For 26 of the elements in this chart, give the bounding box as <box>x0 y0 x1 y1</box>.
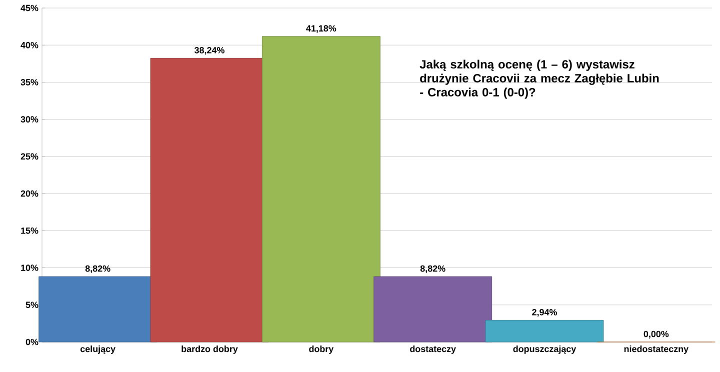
x-tick-label: dostateczy <box>410 346 456 354</box>
data-label: 0,00% <box>644 330 669 338</box>
data-label: 2,94% <box>532 309 557 317</box>
bar <box>262 36 380 342</box>
x-tick-label: niedostateczny <box>624 346 689 354</box>
y-tick-label: 30% <box>20 116 38 123</box>
y-tick-label: 40% <box>20 42 38 48</box>
y-tick-label: 20% <box>20 190 38 197</box>
data-label: 38,24% <box>194 47 224 55</box>
annotation: Jaką szkolną ocenę (1 – 6) wystawisz drużynie Cracovii za mecz Zagłębie Lubin - Cracovia 0-1 (0-0)? <box>420 60 659 99</box>
y-tick-label: 15% <box>21 228 38 234</box>
y-tick-label: 10% <box>21 264 38 271</box>
x-tick-label: bardzo dobry <box>182 346 238 354</box>
y-tick-label: 25% <box>20 153 38 160</box>
bar <box>485 320 604 342</box>
data-label: 8,82% <box>420 265 446 274</box>
x-tick-label: celujący <box>80 346 116 354</box>
y-tick-label: 0% <box>26 338 38 346</box>
x-tick-label: dobry <box>309 346 334 354</box>
bar <box>374 276 492 342</box>
data-label: 41,18% <box>306 25 336 33</box>
y-tick-label: 45% <box>20 4 38 12</box>
y-tick-label: 35% <box>20 79 38 86</box>
data-label: 8,82% <box>85 265 110 274</box>
x-tick-label: dopuszczający <box>513 346 576 354</box>
y-tick-label: 5% <box>26 302 38 308</box>
